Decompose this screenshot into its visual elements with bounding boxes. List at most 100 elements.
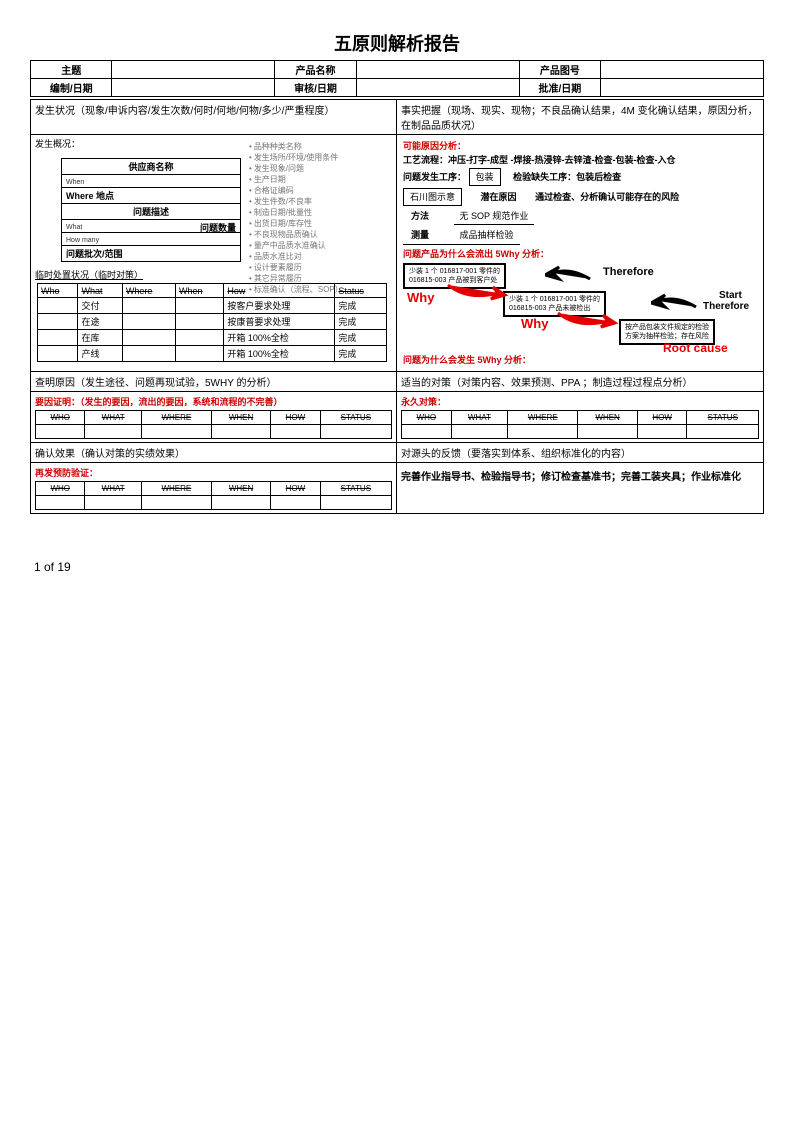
ov-supplier: 供应商名称 bbox=[62, 159, 240, 175]
possible-cause-title: 可能原因分析： bbox=[403, 139, 757, 153]
main-block: 发生概况： 供应商名称 When Where 地点 问题描述 What 问题数量… bbox=[30, 135, 764, 372]
feedback-text: 完善作业指导书、检验指导书；修订检查基准书；完善工装夹具；作业标准化 bbox=[401, 466, 759, 483]
bullet-item: 生产日期 bbox=[249, 174, 343, 185]
therefore-1: Therefore bbox=[603, 265, 654, 279]
ct-h: WHAT bbox=[85, 411, 141, 425]
arrow-icon bbox=[651, 293, 701, 311]
rt-h: WHAT bbox=[85, 482, 141, 496]
cause-proof-title: 要因证明：（发生的要因，流出的要因，系统和流程的不完善） bbox=[35, 395, 392, 408]
ishikawa-box: 石川图示意 bbox=[403, 188, 462, 206]
sec3-left: 确认效果（确认对策的实绩效果） bbox=[31, 443, 397, 462]
reval-table: WHO WHAT WHERE WHEN HOW STATUS bbox=[35, 481, 392, 510]
ct-h: WHEN bbox=[211, 411, 270, 425]
th: Where bbox=[122, 284, 175, 298]
section2-body: 要因证明：（发生的要因，流出的要因，系统和流程的不完善） WHO WHAT WH… bbox=[30, 392, 764, 443]
sec2-right: 适当的对策（对策内容、效果预测、PPA ；制造过程过程点分析） bbox=[397, 372, 763, 391]
pt-h: WHO bbox=[402, 411, 452, 425]
header-table: 主题 产品名称 产品图号 编制/日期 审核/日期 批准/日期 bbox=[30, 60, 764, 97]
hdr-review-lbl: 审核/日期 bbox=[275, 79, 356, 97]
hdr-approve-val bbox=[601, 79, 764, 97]
td: 完成 bbox=[335, 330, 387, 346]
td: 交付 bbox=[78, 298, 122, 314]
pt-h: HOW bbox=[637, 411, 687, 425]
why-label-1: Why bbox=[407, 291, 434, 305]
section2-header: 查明原因（发生途径、问题再现试验，5WHY 的分析） 适当的对策（对策内容、效果… bbox=[30, 372, 764, 392]
hdr-topic-lbl: 主题 bbox=[31, 61, 112, 79]
td: 按客户要求处理 bbox=[224, 298, 335, 314]
td: 开箱 100%全检 bbox=[224, 346, 335, 362]
therefore-2: Therefore bbox=[703, 300, 749, 314]
bullet-item: 不良现物品质确认 bbox=[249, 229, 343, 240]
why-diagram: 少装 1 个 016817-001 零件的 016815-003 产品被到客户处… bbox=[403, 263, 757, 353]
bullet-item: 合格证编码 bbox=[249, 185, 343, 196]
bullet-item: 量产中品质水准确认 bbox=[249, 240, 343, 251]
th: What bbox=[78, 284, 122, 298]
method-lbl: 方法 bbox=[411, 209, 451, 223]
measure-val: 成品抽样检验 bbox=[454, 227, 520, 243]
root-cause-label: Root cause bbox=[663, 341, 728, 355]
th: When bbox=[176, 284, 224, 298]
td: 产线 bbox=[78, 346, 122, 362]
sec2-left: 查明原因（发生途径、问题再现试验，5WHY 的分析） bbox=[31, 372, 397, 391]
measure-lbl: 测量 bbox=[411, 228, 451, 242]
hdr-topic-val bbox=[112, 61, 275, 79]
cause-table: WHO WHAT WHERE WHEN HOW STATUS bbox=[35, 410, 392, 439]
ov-what-s: What bbox=[66, 224, 82, 231]
arrow-icon bbox=[443, 283, 513, 303]
ov-hm-s: How many bbox=[66, 237, 99, 244]
rt-h: HOW bbox=[271, 482, 320, 496]
pt-h: WHAT bbox=[451, 411, 508, 425]
ov-desc: 问题描述 bbox=[62, 204, 240, 220]
wb3l2: 方案为抽样检验；存在风险 bbox=[625, 332, 709, 341]
rt-h: WHEN bbox=[211, 482, 270, 496]
hdr-author-val bbox=[112, 79, 275, 97]
issue-proc-box: 包装 bbox=[469, 168, 501, 186]
td: 完成 bbox=[335, 298, 387, 314]
right-column: 可能原因分析： 工艺流程：冲压-打字-成型 -焊接-热浸锌-去锌渣-检查-包装-… bbox=[397, 135, 763, 371]
td: 开箱 100%全检 bbox=[224, 330, 335, 346]
section1-header: 发生状况（现象/申诉内容/发生次数/何时/何地/何物/多少/严重程度） 事实把握… bbox=[30, 99, 764, 135]
perm-title: 永久对策： bbox=[401, 395, 759, 408]
rt-h: WHO bbox=[36, 482, 85, 496]
ov-qty: 问题数量 bbox=[200, 221, 236, 234]
bullet-item: 品质水准比对 bbox=[249, 251, 343, 262]
process-flow: 工艺流程：冲压-打字-成型 -焊接-热浸锌-去锌渣-检查-包装-检查-入仓 bbox=[403, 153, 757, 167]
page-number: 1 of 19 bbox=[34, 560, 71, 574]
ct-h: WHERE bbox=[141, 411, 211, 425]
ct-h: HOW bbox=[271, 411, 320, 425]
potential-cause: 潜在原因 bbox=[481, 192, 517, 202]
why-occur-title: 问题为什么会发生 5Why 分析： bbox=[403, 353, 757, 367]
rt-h: WHERE bbox=[141, 482, 211, 496]
issue-proc-lbl: 问题发生工序： bbox=[403, 172, 466, 182]
bullet-item: 出货日期/库存性 bbox=[249, 218, 343, 229]
td: 按康普要求处理 bbox=[224, 314, 335, 330]
hdr-prodname-val bbox=[356, 61, 519, 79]
bullet-item: 发生件数/不良率 bbox=[249, 196, 343, 207]
reval-title: 再发预防验证： bbox=[35, 466, 392, 479]
miss-proc: 检验缺失工序：包装后检查 bbox=[513, 172, 621, 182]
bullet-item: 发生场所/环境/使用条件 bbox=[249, 152, 343, 163]
td: 在途 bbox=[78, 314, 122, 330]
wb1l1: 少装 1 个 016817-001 零件的 bbox=[409, 267, 500, 276]
bullet-item: 发生现象/问题 bbox=[249, 163, 343, 174]
hdr-approve-lbl: 批准/日期 bbox=[519, 79, 600, 97]
doc-title: 五原则解析报告 bbox=[30, 30, 764, 56]
hdr-review-val bbox=[356, 79, 519, 97]
sec1-left: 发生状况（现象/申诉内容/发生次数/何时/何地/何物/多少/严重程度） bbox=[31, 100, 397, 134]
hdr-prodname-lbl: 产品名称 bbox=[275, 61, 356, 79]
bullet-item: 品种种类名称 bbox=[249, 141, 343, 152]
pt-h: STATUS bbox=[687, 411, 759, 425]
bullet-item: 标准确认（流程、SOP） bbox=[249, 284, 343, 295]
ct-h: STATUS bbox=[320, 411, 391, 425]
wb2l1: 少装 1 个 016817-001 零件的 bbox=[509, 295, 600, 304]
hdr-drawno-val bbox=[601, 61, 764, 79]
section3-body: 再发预防验证： WHO WHAT WHERE WHEN HOW STATUS 完… bbox=[30, 463, 764, 514]
th: Who bbox=[38, 284, 78, 298]
ov-when-s: When bbox=[66, 179, 84, 186]
left-column: 发生概况： 供应商名称 When Where 地点 问题描述 What 问题数量… bbox=[31, 135, 397, 371]
bullet-list: 品种种类名称 发生场所/环境/使用条件 发生现象/问题 生产日期 合格证编码 发… bbox=[249, 141, 343, 295]
method-val: 无 SOP 规范作业 bbox=[454, 208, 535, 225]
td: 完成 bbox=[335, 314, 387, 330]
sec3-right: 对源头的反馈（要落实到体系、组织标准化的内容） bbox=[397, 443, 763, 462]
perm-table: WHO WHAT WHERE WHEN HOW STATUS bbox=[401, 410, 759, 439]
